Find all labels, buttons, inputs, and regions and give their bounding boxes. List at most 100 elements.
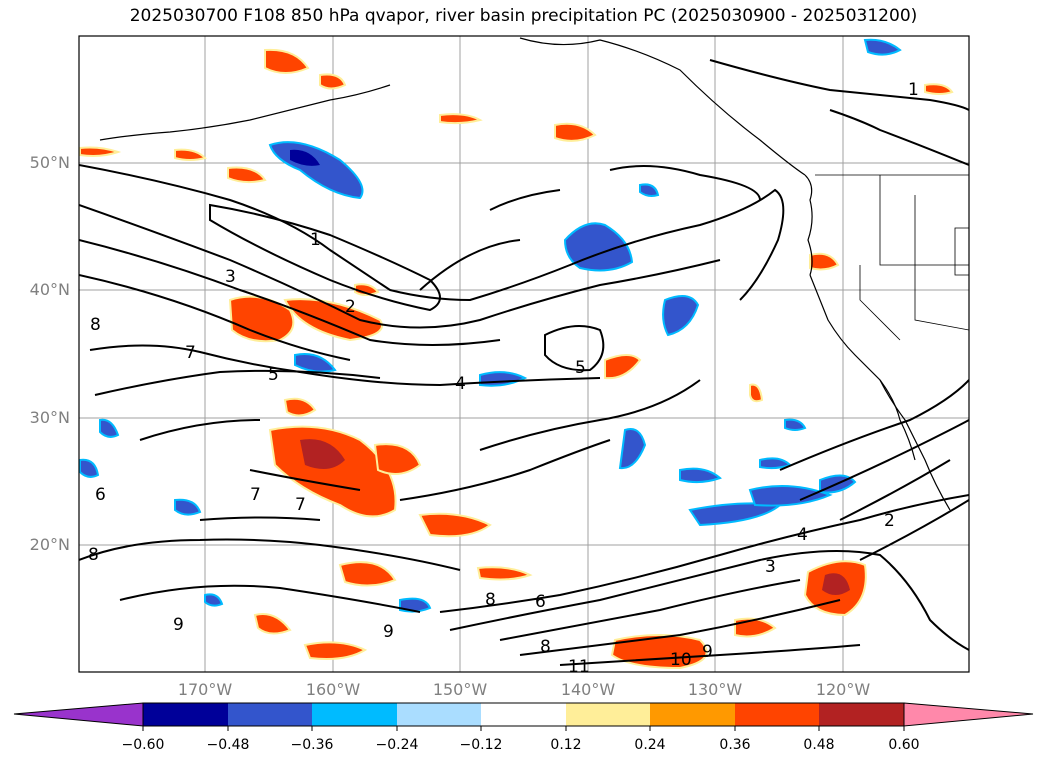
contour-label: 3 [225, 267, 236, 287]
lon-label-130w: 130°W [687, 680, 743, 699]
contour-line [559, 644, 861, 666]
contour-label: 1 [908, 80, 919, 100]
colorbar-cell [566, 703, 650, 726]
state-border [879, 175, 969, 266]
lon-label-170w: 170°W [177, 680, 233, 699]
contour-label: 1 [310, 230, 321, 250]
precip-patch [784, 418, 807, 431]
negative-precip-patches [79, 38, 902, 613]
colorbar-tick-label: 0.48 [803, 737, 835, 753]
contour-line [779, 379, 969, 471]
contour-label: 7 [250, 485, 261, 505]
contour-line [249, 469, 361, 491]
contour-line [449, 550, 969, 651]
contour-label: 3 [765, 557, 776, 577]
contour-line [609, 165, 761, 201]
contour-line [119, 584, 421, 613]
colorbar-tick-label: 0.12 [550, 737, 582, 753]
contour-line [79, 164, 785, 302]
precip-patch [79, 146, 122, 157]
contour-label: 7 [295, 495, 306, 515]
lat-label-40n: 40°N [29, 280, 70, 299]
lon-label-150w: 150°W [432, 680, 488, 699]
colorbar-tick-label: 0.24 [634, 737, 666, 753]
contour-label: 10 [670, 650, 692, 670]
colorbar-cell [735, 703, 819, 726]
colorbar-cell [228, 703, 312, 726]
contour-line [709, 59, 969, 111]
contour-line [79, 538, 461, 571]
contour-line [519, 599, 841, 656]
precip-patch [253, 613, 292, 635]
colorbar-tick-label: −0.48 [206, 737, 250, 753]
colorbar [13, 702, 1034, 731]
contour-line [139, 419, 261, 441]
contour-line [94, 369, 381, 396]
precip-patch [338, 561, 397, 587]
contour-label: 2 [345, 297, 356, 317]
colorbar-extend-low [13, 702, 144, 727]
contour-line [209, 203, 441, 312]
colorbar-extend-high [903, 702, 1034, 727]
colorbar-outline [142, 702, 905, 727]
precip-patch [748, 485, 833, 507]
colorbar-cell [650, 703, 735, 726]
aleutian-islands [99, 84, 391, 141]
precip-patch [79, 458, 100, 478]
precip-patch [290, 149, 320, 166]
contour-label: 8 [90, 315, 101, 335]
colorbar-cell [397, 703, 481, 726]
contour-label: 6 [95, 485, 106, 505]
qvapor-contours [79, 59, 969, 666]
contour-line [829, 109, 969, 166]
precip-patch [863, 38, 902, 56]
lon-label-160w: 160°W [305, 680, 361, 699]
precip-patch [319, 73, 347, 90]
colorbar-cell [312, 703, 397, 726]
colorbar-tick-label: 0.36 [719, 737, 751, 753]
contour-line [799, 419, 969, 501]
positive-precip-patches [79, 48, 954, 670]
lon-label-120w: 120°W [815, 680, 871, 699]
contour-label: 5 [575, 358, 586, 378]
contour-line [79, 274, 351, 361]
precip-patch [174, 498, 202, 516]
precip-patch [268, 141, 364, 200]
contour-label: 5 [268, 365, 279, 385]
lat-label-50n: 50°N [29, 153, 70, 172]
alaska-coast [519, 37, 806, 176]
contour-line [419, 239, 521, 291]
precip-patch [268, 425, 397, 518]
precip-patch [479, 371, 528, 387]
precip-patch [204, 593, 224, 607]
precip-patch [822, 573, 850, 595]
contour-line [479, 379, 701, 451]
map-frame [78, 35, 970, 673]
precip-patch [303, 641, 368, 660]
state-border [859, 265, 901, 341]
contour-label: 8 [540, 637, 551, 657]
contour-label: 9 [383, 622, 394, 642]
contour-label: 4 [455, 374, 466, 394]
precip-patch [604, 354, 642, 380]
map-title: 2025030700 F108 850 hPa qvapor, river ba… [129, 6, 918, 26]
precip-patch [418, 512, 492, 538]
contour-label: 11 [568, 657, 590, 677]
contour-line [89, 344, 601, 387]
precip-patch [924, 83, 954, 95]
precip-patch [264, 48, 310, 74]
colorbar-cell [481, 703, 566, 726]
precip-patch [283, 397, 317, 417]
precip-patch [99, 418, 120, 438]
precip-patch [439, 113, 483, 125]
precip-patch [662, 295, 700, 337]
lat-label-20n: 20°N [29, 535, 70, 554]
lat-label-30n: 30°N [29, 408, 70, 427]
precip-patch [476, 566, 533, 581]
lon-label-140w: 140°W [560, 680, 616, 699]
contour-label: 7 [185, 343, 196, 363]
state-border [954, 227, 969, 276]
contour-label: 8 [88, 545, 99, 565]
colorbar-cell [143, 703, 228, 726]
